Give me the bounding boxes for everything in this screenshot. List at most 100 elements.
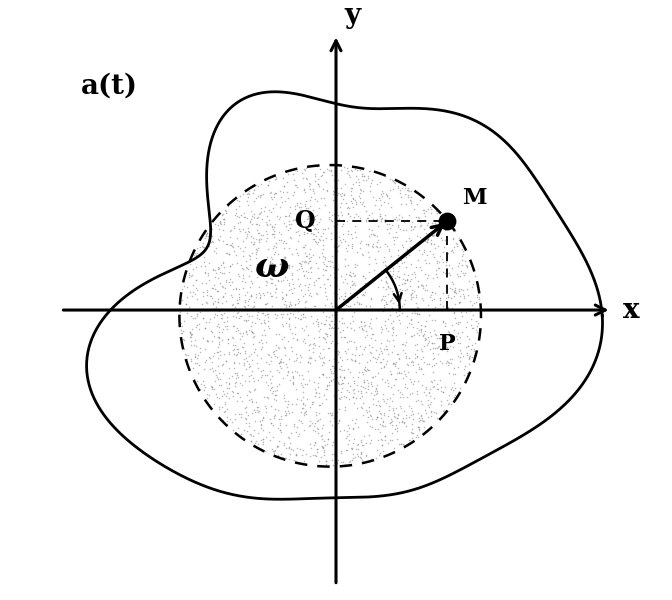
Point: [231, 208, 242, 218]
Point: [202, 287, 213, 296]
Point: [287, 399, 298, 409]
Point: [324, 355, 335, 364]
Point: [323, 409, 334, 418]
Point: [331, 170, 342, 179]
Point: [223, 334, 234, 344]
Point: [255, 423, 266, 433]
Point: [176, 321, 187, 331]
Point: [266, 356, 277, 366]
Point: [291, 399, 302, 409]
Point: [314, 326, 325, 335]
Point: [335, 364, 345, 374]
Point: [267, 371, 278, 381]
Point: [253, 376, 263, 385]
Point: [339, 236, 350, 246]
Point: [362, 365, 373, 374]
Point: [175, 328, 186, 338]
Point: [446, 293, 456, 302]
Point: [462, 331, 472, 341]
Point: [265, 289, 276, 298]
Point: [297, 242, 308, 252]
Point: [312, 428, 323, 438]
Point: [303, 181, 314, 190]
Point: [270, 247, 281, 257]
Point: [383, 382, 394, 391]
Point: [370, 196, 381, 205]
Point: [187, 270, 198, 280]
Point: [423, 359, 434, 369]
Point: [218, 209, 228, 219]
Point: [331, 299, 342, 309]
Point: [212, 220, 223, 230]
Point: [282, 362, 292, 371]
Point: [450, 239, 461, 248]
Point: [246, 238, 257, 247]
Point: [441, 358, 452, 367]
Point: [370, 358, 381, 367]
Point: [202, 335, 212, 345]
Point: [244, 187, 255, 196]
Point: [238, 274, 249, 283]
Point: [320, 300, 331, 310]
Point: [429, 338, 439, 347]
Point: [207, 351, 218, 361]
Point: [402, 250, 413, 259]
Point: [338, 277, 349, 286]
Point: [321, 456, 331, 466]
Point: [388, 316, 398, 326]
Point: [362, 407, 372, 416]
Point: [430, 315, 441, 325]
Point: [204, 241, 214, 250]
Point: [343, 364, 353, 374]
Point: [256, 203, 267, 212]
Point: [235, 335, 245, 344]
Point: [254, 337, 265, 346]
Point: [269, 250, 280, 259]
Point: [327, 421, 337, 430]
Point: [449, 394, 460, 404]
Point: [296, 168, 307, 178]
Point: [291, 220, 302, 229]
Point: [345, 165, 356, 175]
Point: [232, 211, 243, 221]
Point: [232, 370, 243, 379]
Point: [228, 341, 239, 350]
Point: [288, 191, 298, 200]
Point: [407, 388, 417, 398]
Point: [388, 341, 399, 351]
Point: [330, 329, 341, 338]
Point: [284, 375, 295, 385]
Point: [204, 353, 215, 362]
Point: [280, 196, 291, 205]
Point: [320, 334, 331, 344]
Point: [427, 368, 438, 377]
Point: [265, 383, 276, 392]
Point: [347, 355, 358, 365]
Point: [264, 176, 275, 186]
Point: [218, 236, 228, 246]
Point: [325, 316, 336, 326]
Point: [321, 315, 332, 325]
Point: [320, 440, 331, 450]
Point: [385, 175, 396, 184]
Point: [241, 233, 252, 243]
Point: [254, 192, 265, 202]
Point: [248, 188, 259, 197]
Point: [296, 407, 306, 416]
Point: [376, 413, 387, 423]
Point: [177, 284, 187, 293]
Point: [365, 301, 376, 311]
Point: [234, 409, 245, 418]
Point: [308, 251, 319, 260]
Point: [319, 450, 329, 460]
Point: [304, 244, 315, 254]
Point: [447, 382, 458, 392]
Point: [392, 424, 403, 433]
Point: [305, 192, 316, 202]
Point: [394, 224, 405, 234]
Point: [422, 395, 433, 404]
Point: [274, 358, 284, 368]
Point: [276, 295, 287, 304]
Point: [347, 415, 358, 424]
Point: [284, 438, 295, 448]
